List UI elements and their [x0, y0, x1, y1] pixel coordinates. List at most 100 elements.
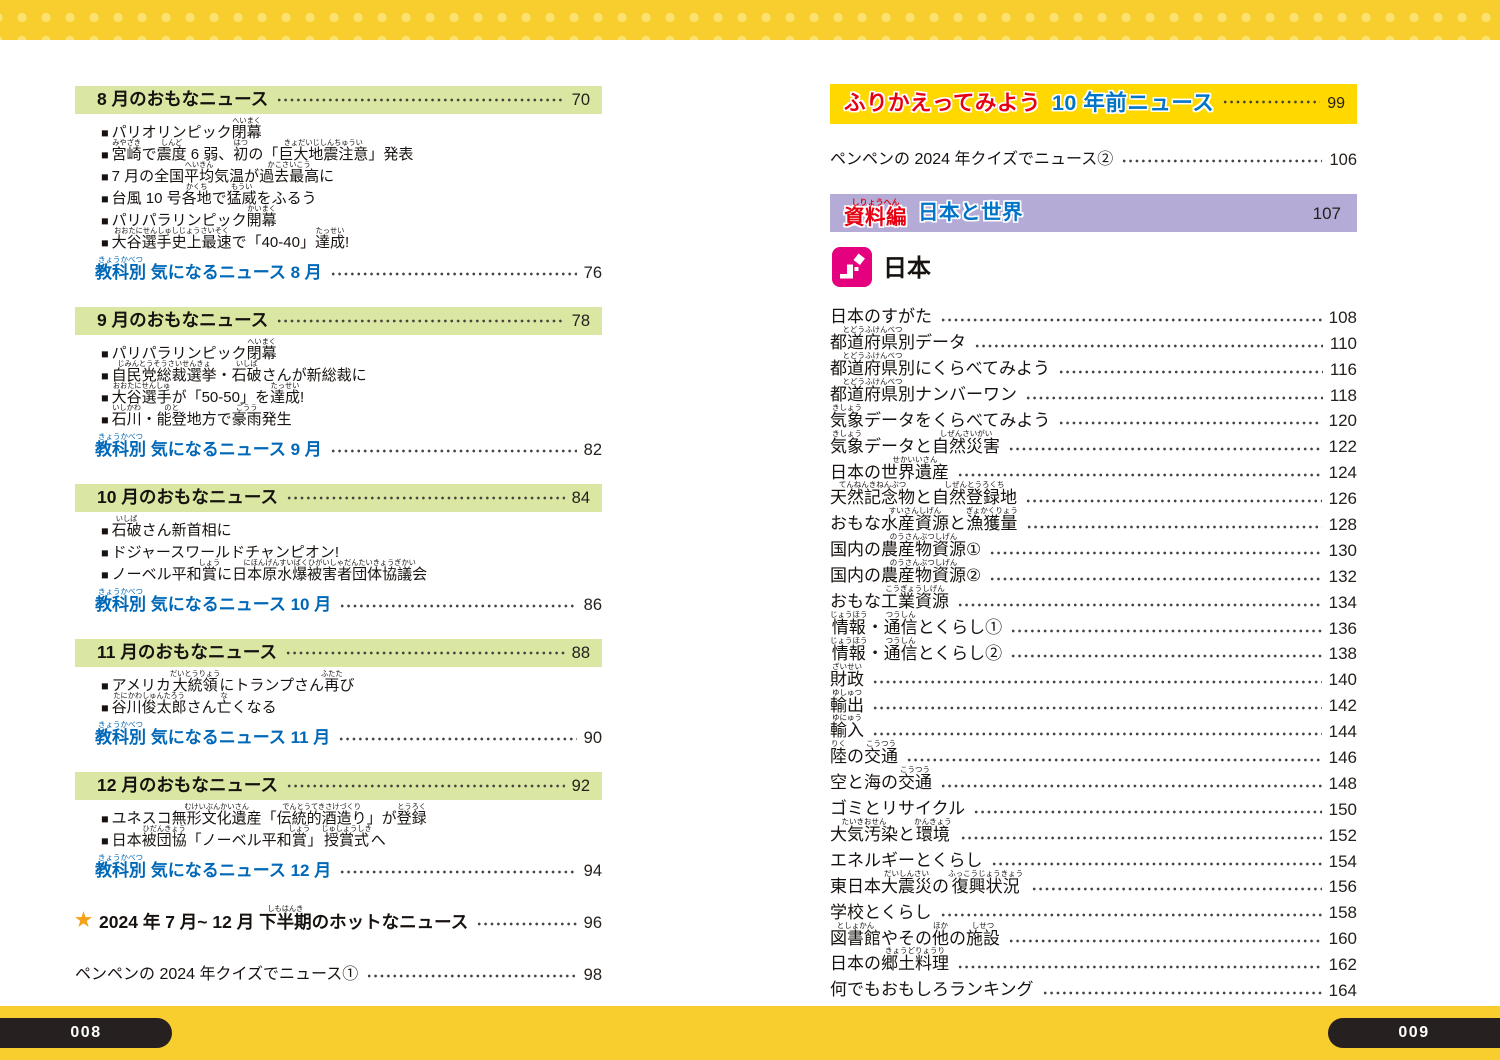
- page-number: 116: [1329, 359, 1357, 379]
- square-bullet-icon: ■: [101, 413, 109, 427]
- news-item: ■ パリオリンピック閉幕へいまく: [101, 116, 602, 142]
- month-title: 9 月のおもなニュース: [97, 310, 269, 331]
- news-item-label: ノーベル平和賞しょうに日本原水爆被害者団体協議会にほんげんすいばくひがいしゃだん…: [111, 558, 428, 584]
- news-item-label: アメリカ大統領だいとうりょうにトランプさん再ふたたび: [111, 669, 355, 695]
- month-header-bar: 12 月のおもなニュース 92: [75, 772, 602, 800]
- toc-item-row: 日本のすがた 108: [830, 300, 1357, 326]
- dotted-leader: [285, 496, 565, 500]
- subject-news-label: 教科別きょうかべつ 気になるニュース 9 月: [95, 432, 322, 459]
- toc-item-label: 国内の農産物資源のうさんぶつしげん①: [830, 532, 982, 560]
- news-item-list: ■ パリオリンピック閉幕へいまく ■ 宮崎みやざきで震度しんど 6 弱、初はつの「巨大…: [75, 116, 602, 251]
- page-number: 132: [1328, 566, 1357, 586]
- toc-item-label: 財政ざいせい: [830, 661, 864, 689]
- page-number: 86: [583, 595, 602, 614]
- news-item: ■ ノーベル平和賞しょうに日本原水爆被害者団体協議会にほんげんすいばくひがいしゃだ…: [101, 558, 602, 584]
- toc-item-label: 日本のすがた: [830, 307, 932, 327]
- toc-item-row: 学校とくらし 158: [830, 895, 1357, 923]
- toc-item-label: エネルギーとくらし: [830, 850, 983, 870]
- toc-item-row: 気象きしょうデータと自然災害しぜんさいがい 122: [830, 429, 1357, 456]
- toc-item-label: 天然記念物てんねんきねんぶつと自然登録地しぜんとうろくち: [830, 480, 1017, 508]
- dotted-leader: [939, 913, 1322, 918]
- page-number: 107: [1312, 203, 1341, 223]
- dotted-leader: [276, 98, 565, 102]
- toc-item-label: 都道府県別とどうふけんべつナンバーワン: [830, 376, 1017, 404]
- page-number: 92: [571, 776, 590, 795]
- dotted-leader: [1058, 421, 1322, 426]
- news-item: ■ 谷川俊太郎たにかわしゅんたろうさん亡なくなる: [101, 691, 602, 717]
- news-item-label: 宮崎みやざきで震度しんど 6 弱、初はつの「巨大地震注意きょだいじしんちゅうい」…: [111, 138, 414, 164]
- review-10years-banner: ふりかえってみよう 10 年前ニュース 99: [830, 84, 1357, 124]
- japan-section-title: 日本: [883, 255, 931, 282]
- month-section: 12 月のおもなニュース 92 ■ ユネスコ無形文化遺産むけいぶんかいさん「伝統的酒造…: [75, 772, 602, 879]
- quiz2-row: ペンペンの 2024 年クイズでニュース② 106: [830, 144, 1357, 168]
- news-item: ■ 大谷選手おおたにせんしゅが「50-50」を達成たっせい!: [101, 381, 602, 407]
- news-item: ■ 日本被団協ひだんきょう「ノーベル平和賞しょう」授賞式じゅしょうしきへ: [101, 824, 602, 849]
- page-number: 84: [571, 488, 590, 507]
- news-item-label: 台風 10 号各地かくちで猛威もういをふるう: [111, 182, 317, 208]
- dotted-leader: [974, 343, 1323, 348]
- toc-item-label: 気象きしょうデータをくらべてみよう: [830, 402, 1051, 430]
- dotted-leader: [276, 319, 565, 323]
- toc-item-label: 大気汚染たいきおせんと環境かんきょう: [830, 817, 952, 845]
- page-number: 162: [1328, 955, 1357, 975]
- dotted-leader: [1031, 887, 1322, 892]
- bottom-decor-band: 008 009: [0, 1006, 1500, 1060]
- page-number: 148: [1328, 773, 1357, 793]
- news-item-label: パリオリンピック閉幕へいまく: [111, 116, 262, 142]
- month-title: 8 月のおもなニュース: [97, 89, 269, 110]
- subject-news-row: 教科別きょうかべつ 気になるニュース 10 月 86: [95, 587, 602, 614]
- hot-news-label: 2024 年 7 月~ 12 月 下半期しもはんきのホットなニュース: [99, 903, 469, 932]
- news-item-label: ユネスコ無形文化遺産むけいぶんかいさん「伝統的酒造りでんとうてきさけづくり」が登…: [111, 802, 427, 828]
- toc-item-label: 日本の世界遺産せかいいさん: [830, 454, 949, 482]
- month-news-sections: 8 月のおもなニュース 70 ■ パリオリンピック閉幕へいまく ■ 宮崎みやざきで震度しん…: [75, 86, 602, 879]
- square-bullet-icon: ■: [101, 148, 109, 162]
- toc-item-row: 輸出ゆしゅつ 142: [830, 688, 1357, 715]
- subject-news-label: 教科別きょうかべつ 気になるニュース 12 月: [95, 853, 332, 880]
- toc-item-row: 何でもおもしろランキング 164: [830, 973, 1357, 999]
- toc-item-label: 情報じょうほう・通信つうしんとくらし②: [830, 635, 1003, 663]
- japan-map-icon: [832, 246, 872, 292]
- subject-news-row: 教科別きょうかべつ 気になるニュース 11 月 90: [95, 720, 602, 746]
- news-item: ■ 石破いしばさん新首相に: [101, 514, 602, 540]
- toc-item-row: 空と海の交通こうつう 148: [830, 765, 1357, 793]
- news-item-label: 谷川俊太郎たにかわしゅんたろうさん亡なくなる: [111, 691, 277, 717]
- square-bullet-icon: ■: [101, 192, 109, 206]
- news-item: ■ 石川いしかわ・能登のと地方で豪雨ごうう発生: [101, 403, 602, 428]
- news-item: ■ 自民党総裁選挙じみんとうそうさいせんきょ・石破いしばさんが新総裁に: [101, 359, 602, 384]
- square-bullet-icon: ■: [101, 679, 109, 693]
- page-number: 158: [1328, 903, 1357, 923]
- toc-item-row: 日本の郷土料理きょうどりょうり 162: [830, 946, 1357, 975]
- news-item-list: ■ ユネスコ無形文化遺産むけいぶんかいさん「伝統的酒造りでんとうてきさけづくり」が…: [75, 802, 602, 849]
- review-banner-blue-label: 10 年前ニュース: [1051, 91, 1215, 116]
- toc-item-row: 東日本大震災だいしんさいの復興状況ふっこうじょうきょう 156: [830, 869, 1357, 896]
- dotted-leader: [366, 974, 577, 978]
- dotted-leader: [476, 922, 577, 926]
- dotted-leader: [285, 651, 565, 655]
- toc-item-label: 日本の郷土料理きょうどりょうり: [830, 946, 949, 974]
- news-item-label: 大谷選手おおたにせんしゅが「50-50」を達成たっせい!: [111, 381, 305, 407]
- dotted-leader: [339, 604, 577, 608]
- toc-item-row: 都道府県別とどうふけんべつナンバーワン 118: [830, 376, 1357, 404]
- news-item: ■ ユネスコ無形文化遺産むけいぶんかいさん「伝統的酒造りでんとうてきさけづくり」が…: [101, 802, 602, 828]
- news-item: ■ 宮崎みやざきで震度しんど 6 弱、初はつの「巨大地震注意きょだいじしんちゅうい…: [101, 138, 602, 164]
- toc-item-row: 都道府県別とどうふけんべつにくらべてみよう 116: [830, 351, 1357, 379]
- dotted-leader: [338, 737, 577, 741]
- page-number: 138: [1328, 644, 1357, 664]
- dotted-leader: [872, 706, 1322, 711]
- subject-news-label: 教科別きょうかべつ 気になるニュース 8 月: [95, 255, 322, 282]
- quiz1-row: ペンペンの 2024 年クイズでニュース① 98: [75, 959, 602, 983]
- dotted-leader: [872, 732, 1322, 737]
- dotted-leader: [1041, 991, 1322, 996]
- page-number: 154: [1328, 851, 1357, 871]
- square-bullet-icon: ■: [101, 812, 109, 826]
- dotted-leader: [1010, 628, 1322, 633]
- month-title: 10 月のおもなニュース: [97, 487, 278, 508]
- dotted-leader: [285, 784, 565, 788]
- month-header-bar: 9 月のおもなニュース 78: [75, 307, 602, 335]
- toc-item-row: 情報じょうほう・通信つうしんとくらし① 136: [830, 610, 1357, 637]
- toc-item-row: 都道府県別とどうふけんべつデータ 110: [830, 325, 1357, 352]
- dotted-leader: [990, 861, 1322, 866]
- news-item-label: 石破いしばさん新首相に: [111, 514, 232, 540]
- dotted-leader: [989, 576, 1322, 581]
